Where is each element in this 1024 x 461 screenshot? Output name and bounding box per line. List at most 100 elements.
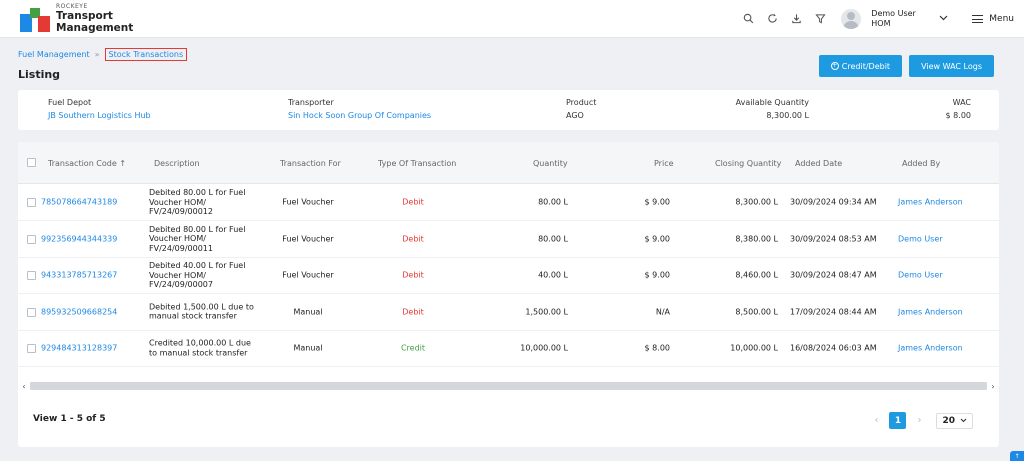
transaction-code-link[interactable]: 929484313128397 [41, 343, 118, 353]
row-checkbox[interactable] [27, 344, 36, 353]
added-by-link[interactable]: James Anderson [898, 197, 963, 207]
quantity-cell: 80.00 L [538, 234, 568, 243]
app-logo[interactable]: ROCKEYE Transport Management [20, 3, 133, 34]
transaction-type-cell: Debit [402, 270, 424, 280]
chevron-down-icon[interactable] [939, 14, 948, 24]
user-info[interactable]: Demo User HOM [871, 9, 923, 29]
transactions-table: Transaction Code ↑ Description Transacti… [18, 142, 999, 447]
download-icon[interactable] [789, 12, 803, 26]
scroll-right-icon[interactable]: › [991, 381, 995, 391]
scroll-left-icon[interactable]: ‹ [22, 381, 26, 391]
sort-icon[interactable]: ↑ [119, 159, 127, 168]
transaction-code-link[interactable]: 992356944344339 [41, 234, 118, 243]
transaction-for-cell: Manual [293, 343, 323, 353]
page-title: Listing [18, 68, 61, 81]
page-size-select[interactable]: 20 [936, 412, 973, 429]
closing-quantity-cell: 10,000.00 L [730, 343, 778, 353]
row-checkbox[interactable] [27, 234, 36, 244]
credit-debit-button[interactable]: + Credit/Debit [818, 55, 903, 77]
added-date-cell: 16/08/2024 06:03 AM [790, 343, 877, 353]
quantity-cell: 80.00 L [538, 197, 568, 207]
added-by-link[interactable]: James Anderson [898, 343, 963, 353]
filter-icon[interactable] [813, 12, 827, 26]
price-cell: N/A [655, 307, 670, 316]
next-page-icon[interactable]: › [917, 415, 922, 426]
table-row: 943313785713267 Debited 40.00 L for Fuel … [18, 257, 999, 294]
summary-wac: WAC $ 8.00 [945, 98, 971, 120]
hamburger-icon [972, 14, 984, 23]
logo-mark-icon [20, 6, 50, 32]
breadcrumb-parent[interactable]: Fuel Management [18, 50, 90, 59]
row-checkbox[interactable] [27, 271, 36, 280]
col-price: Price [654, 159, 674, 168]
col-type: Type Of Transaction [378, 159, 457, 168]
added-date-cell: 17/09/2024 08:44 AM [790, 307, 877, 316]
transporter-link[interactable]: Sin Hock Soon Group Of Companies [288, 111, 432, 120]
transaction-for-cell: Manual [293, 307, 323, 316]
added-date-cell: 30/09/2024 08:47 AM [790, 270, 877, 280]
pagination-summary: View 1 - 5 of 5 [33, 414, 106, 424]
added-by-link[interactable]: Demo User [898, 270, 943, 280]
brand-line2: Management [56, 22, 134, 34]
transaction-type-cell: Debit [402, 307, 424, 316]
brand-small: ROCKEYE [56, 3, 88, 10]
pagination: ‹ 1 › 20 [870, 412, 973, 429]
user-name: Demo User [871, 8, 916, 18]
description-cell: Credited 10,000.00 L due to manual stock… [149, 338, 251, 358]
user-code: HOM [871, 18, 891, 28]
col-closing-quantity: Closing Quantity [715, 159, 782, 168]
row-checkbox[interactable] [27, 198, 36, 207]
quantity-cell: 10,000.00 L [520, 343, 568, 353]
summary-card: Fuel Depot JB Southern Logistics Hub Tra… [18, 90, 999, 130]
horizontal-scrollbar[interactable]: ‹ › [18, 379, 999, 393]
scrollbar-thumb[interactable] [30, 382, 987, 390]
transaction-type-cell: Debit [402, 197, 424, 207]
col-description: Description [154, 159, 200, 168]
prev-page-icon[interactable]: ‹ [874, 415, 879, 426]
price-cell: $ 9.00 [644, 234, 670, 243]
closing-quantity-cell: 8,300.00 L [735, 197, 778, 207]
summary-fuel-depot: Fuel Depot JB Southern Logistics Hub [48, 98, 151, 120]
summary-transporter: Transporter Sin Hock Soon Group Of Compa… [288, 98, 432, 120]
price-cell: $ 9.00 [644, 270, 670, 280]
breadcrumb-current[interactable]: Stock Transactions [104, 48, 188, 61]
view-wac-logs-button[interactable]: View WAC Logs [909, 55, 994, 77]
closing-quantity-cell: 8,500.00 L [735, 307, 778, 316]
chevron-down-icon [960, 416, 967, 426]
added-by-link[interactable]: James Anderson [898, 307, 963, 316]
added-by-link[interactable]: Demo User [898, 234, 943, 243]
menu-label: Menu [989, 13, 1014, 24]
table-row: 895932509668254 Debited 1,500.00 L due to… [18, 294, 999, 331]
transaction-code-link[interactable]: 785078664743189 [41, 197, 118, 207]
table-row: 785078664743189 Debited 80.00 L for Fuel … [18, 184, 999, 221]
transaction-for-cell: Fuel Voucher [282, 197, 334, 207]
search-icon[interactable] [741, 12, 755, 26]
transaction-for-cell: Fuel Voucher [282, 270, 334, 280]
table-row: 929484313128397 Credited 10,000.00 L due … [18, 330, 999, 367]
col-transaction-code[interactable]: Transaction Code ↑ [48, 159, 127, 168]
avatar[interactable] [841, 8, 862, 29]
price-cell: $ 9.00 [644, 197, 670, 207]
menu-button[interactable]: Menu [972, 14, 1014, 24]
closing-quantity-cell: 8,380.00 L [735, 234, 778, 243]
transaction-type-cell: Debit [402, 234, 424, 243]
brand-line1: Transport [56, 10, 113, 22]
price-cell: $ 8.00 [644, 343, 670, 353]
description-cell: Debited 80.00 L for Fuel Voucher HOM/ FV… [149, 224, 246, 253]
page-number[interactable]: 1 [889, 412, 907, 429]
corner-badge-icon[interactable]: ↑ [1010, 451, 1024, 461]
transaction-type-cell: Credit [400, 343, 426, 353]
row-checkbox[interactable] [27, 307, 36, 317]
plus-circle-icon: + [830, 62, 839, 70]
transaction-code-link[interactable]: 943313785713267 [41, 270, 118, 280]
col-quantity: Quantity [533, 159, 568, 168]
select-all-checkbox[interactable] [27, 158, 36, 167]
col-added-by: Added By [902, 159, 941, 168]
transaction-code-link[interactable]: 895932509668254 [41, 307, 118, 316]
refresh-icon[interactable] [765, 12, 779, 26]
fuel-depot-link[interactable]: JB Southern Logistics Hub [48, 111, 151, 120]
quantity-cell: 1,500.00 L [525, 307, 568, 316]
closing-quantity-cell: 8,460.00 L [735, 270, 778, 280]
transaction-for-cell: Fuel Voucher [282, 234, 334, 243]
table-row: 992356944344339 Debited 80.00 L for Fuel … [18, 221, 999, 258]
